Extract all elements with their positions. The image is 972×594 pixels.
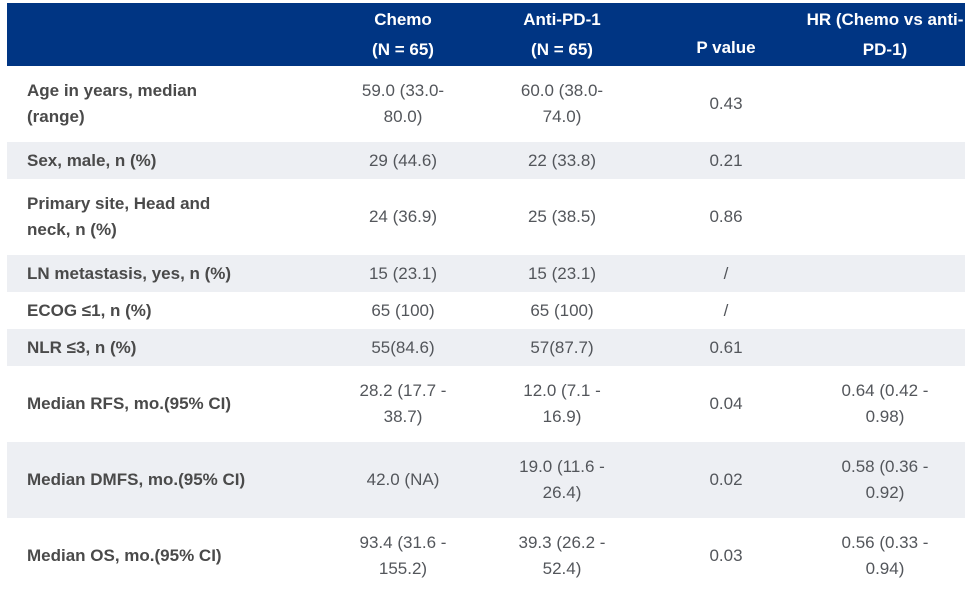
- cell-anti-pd1: 39.3 (26.2 - 52.4): [518, 533, 606, 578]
- table-body: Age in years, median (range) 59.0 (33.0-…: [7, 66, 965, 594]
- cell-anti-pd1: 57(87.7): [477, 329, 647, 366]
- cell-chemo: 93.4 (31.6 - 155.2): [359, 533, 447, 578]
- cell-chemo: 65 (100): [371, 300, 435, 320]
- cell-p-value: 0.43: [709, 94, 743, 113]
- cell-anti-pd1: 65 (100): [530, 300, 594, 320]
- header-anti-pd1-line2: (N = 65): [531, 39, 593, 59]
- cell-p-value: 0.61: [647, 329, 805, 366]
- cell-chemo: 59.0 (33.0- 80.0): [361, 81, 445, 126]
- cell-chemo: 28.2 (17.7 - 38.7): [359, 381, 447, 426]
- header-p-value: P value: [647, 3, 805, 66]
- table-row-median-os: Median OS, mo.(95% CI) 93.4 (31.6 - 155.…: [7, 518, 965, 594]
- cell-anti-pd1: 12.0 (7.1 - 16.9): [523, 381, 601, 426]
- row-label: NLR ≤3, n (%): [7, 329, 329, 366]
- cell-p-value: 0.21: [647, 142, 805, 179]
- header-chemo-line1: Chemo: [374, 9, 432, 29]
- row-label: Primary site, Head and neck, n (%): [27, 194, 211, 239]
- header-anti-pd1-line1: Anti-PD-1: [523, 9, 601, 29]
- cell-hr: [805, 329, 965, 366]
- header-hr-line2: PD-1): [862, 39, 908, 59]
- table-row-sex: Sex, male, n (%) 29 (44.6) 22 (33.8) 0.2…: [7, 142, 965, 179]
- table-row-age: Age in years, median (range) 59.0 (33.0-…: [7, 66, 965, 142]
- cell-anti-pd1: 60.0 (38.0- 74.0): [520, 81, 604, 126]
- header-hr-line1: HR (Chemo vs anti-: [806, 9, 964, 29]
- cell-p-value: /: [647, 255, 805, 292]
- cell-hr: [805, 142, 965, 179]
- cell-hr: 0.58 (0.36 - 0.92): [805, 442, 965, 518]
- row-label: ECOG ≤1, n (%): [27, 300, 152, 320]
- row-label: Age in years, median (range): [27, 81, 198, 126]
- cell-p-value: 0.03: [709, 546, 743, 565]
- cell-p-value: /: [723, 300, 729, 320]
- header-row: Chemo (N = 65) Anti-PD-1 (N = 65) P valu…: [7, 3, 965, 66]
- header-hr: HR (Chemo vs anti- PD-1): [805, 3, 965, 66]
- cell-chemo: 29 (44.6): [329, 142, 477, 179]
- table-row-ln-metastasis: LN metastasis, yes, n (%) 15 (23.1) 15 (…: [7, 255, 965, 292]
- cell-p-value: 0.04: [709, 394, 743, 413]
- cell-p-value: 0.86: [709, 207, 743, 226]
- cell-anti-pd1: 22 (33.8): [477, 142, 647, 179]
- cell-hr: [805, 66, 965, 142]
- header-empty-cell: [7, 3, 329, 66]
- table-header: Chemo (N = 65) Anti-PD-1 (N = 65) P valu…: [7, 3, 965, 66]
- table-row-median-rfs: Median RFS, mo.(95% CI) 28.2 (17.7 - 38.…: [7, 366, 965, 442]
- row-label: LN metastasis, yes, n (%): [7, 255, 329, 292]
- cell-chemo: 42.0 (NA): [329, 442, 477, 518]
- cell-hr: 0.56 (0.33 - 0.94): [841, 533, 929, 578]
- table-row-median-dmfs: Median DMFS, mo.(95% CI) 42.0 (NA) 19.0 …: [7, 442, 965, 518]
- header-anti-pd1: Anti-PD-1 (N = 65): [477, 3, 647, 66]
- table-row-primary-site: Primary site, Head and neck, n (%) 24 (3…: [7, 179, 965, 255]
- cell-anti-pd1: 15 (23.1): [477, 255, 647, 292]
- header-chemo-line2: (N = 65): [372, 39, 434, 59]
- cell-chemo: 24 (36.9): [368, 207, 438, 226]
- cell-chemo: 55(84.6): [329, 329, 477, 366]
- cell-hr: [805, 255, 965, 292]
- row-label: Sex, male, n (%): [7, 142, 329, 179]
- header-chemo: Chemo (N = 65): [329, 3, 477, 66]
- cell-anti-pd1: 25 (38.5): [527, 207, 597, 226]
- cell-hr: 0.64 (0.42 - 0.98): [841, 381, 929, 426]
- cell-hr: [805, 179, 965, 255]
- table-row-ecog: ECOG ≤1, n (%) 65 (100) 65 (100) /: [7, 292, 965, 329]
- row-label: Median DMFS, mo.(95% CI): [7, 442, 329, 518]
- row-label: Median OS, mo.(95% CI): [27, 546, 222, 565]
- treatment-comparison-table: Chemo (N = 65) Anti-PD-1 (N = 65) P valu…: [7, 3, 965, 594]
- cell-p-value: 0.02: [647, 442, 805, 518]
- cell-chemo: 15 (23.1): [329, 255, 477, 292]
- cell-anti-pd1: 19.0 (11.6 - 26.4): [477, 442, 647, 518]
- row-label: Median RFS, mo.(95% CI): [27, 394, 232, 413]
- cell-hr: [805, 292, 965, 329]
- table-row-nlr: NLR ≤3, n (%) 55(84.6) 57(87.7) 0.61: [7, 329, 965, 366]
